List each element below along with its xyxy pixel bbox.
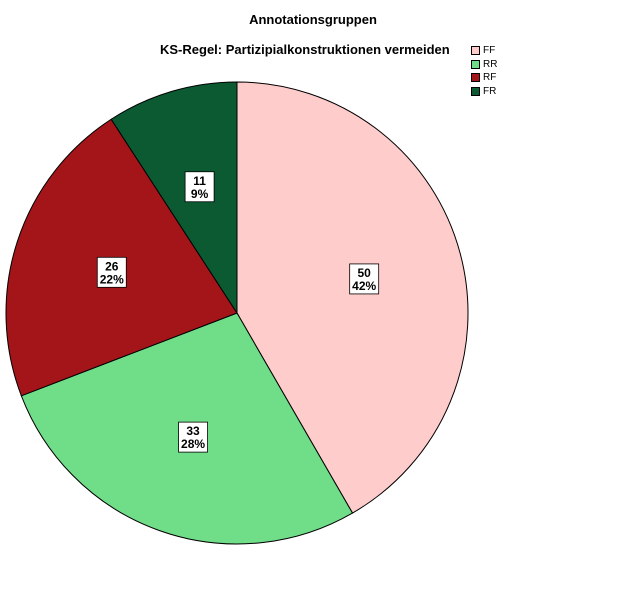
pie-label-percent: 28% (181, 437, 205, 451)
pie-label-value: 11 (193, 174, 206, 188)
legend-item-ff: FF (471, 44, 497, 58)
legend-item-fr: FR (471, 85, 497, 99)
pie-label-box (184, 171, 215, 203)
legend-swatch-rf (471, 73, 480, 83)
pie-slice-fr (110, 81, 238, 315)
pie-label-percent: 9% (191, 187, 209, 201)
pie-label-percent: 22% (100, 272, 124, 286)
pie-label-value: 50 (358, 266, 372, 280)
legend-swatch-fr (471, 86, 480, 96)
pie-label-box (178, 421, 208, 453)
pie-label-fr: 119% (184, 171, 215, 203)
legend: FF RR RF FR (471, 44, 497, 98)
pie-label-box (349, 263, 380, 295)
pie-label-value: 26 (105, 259, 119, 273)
legend-swatch-ff (471, 46, 480, 56)
pie-label-percent: 42% (352, 279, 376, 293)
chart-subtitle: KS-Regel: Partizipialkonstruktionen verm… (160, 42, 450, 57)
legend-label-rf: RF (483, 72, 497, 84)
pie-slice-ff (236, 81, 469, 514)
legend-item-rf: RF (471, 71, 497, 85)
pie-label-value: 33 (186, 424, 200, 438)
legend-label-rr: RR (483, 58, 498, 70)
pie-label-box (96, 256, 127, 288)
legend-label-fr: FR (483, 85, 497, 97)
legend-item-rr: RR (471, 58, 497, 72)
legend-label-ff: FF (483, 45, 496, 57)
chart-title: Annotationsgruppen (249, 12, 377, 27)
legend-swatch-rr (471, 59, 480, 69)
